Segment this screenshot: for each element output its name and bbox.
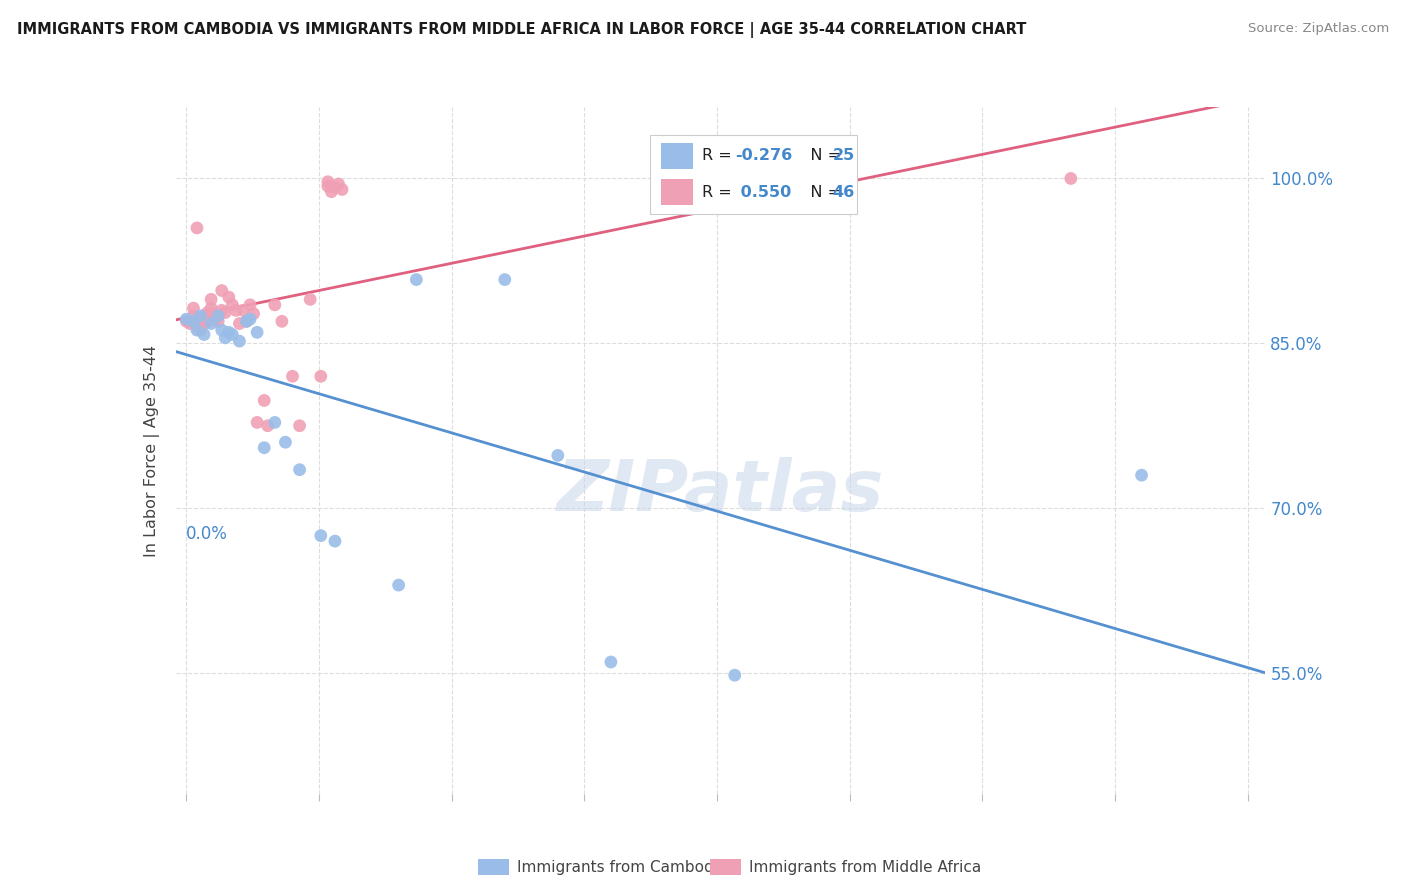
Point: [263, 416, 285, 430]
Point: [218, 326, 240, 340]
Point: [176, 314, 198, 328]
Point: [232, 303, 254, 318]
Point: [299, 293, 322, 307]
Point: [214, 331, 236, 345]
Point: [388, 578, 411, 592]
Point: [405, 272, 427, 286]
Point: [323, 180, 346, 194]
Point: [190, 309, 212, 323]
Text: 46: 46: [832, 185, 855, 200]
Point: [207, 309, 229, 323]
Point: [225, 303, 247, 318]
Point: [323, 534, 346, 549]
Point: [179, 317, 201, 331]
Point: [321, 179, 343, 194]
Point: [186, 319, 208, 334]
Point: [235, 314, 257, 328]
Point: [228, 334, 250, 348]
Point: [256, 418, 278, 433]
Point: [183, 309, 205, 323]
Text: ZIPatlas: ZIPatlas: [557, 458, 884, 526]
Point: [193, 309, 215, 323]
Text: N =: N =: [794, 185, 846, 200]
Point: [270, 314, 292, 328]
Point: [288, 418, 311, 433]
Point: [1130, 468, 1153, 483]
Point: [176, 312, 198, 326]
Point: [186, 221, 208, 235]
Point: [274, 435, 297, 450]
Point: [218, 290, 240, 304]
Point: [197, 314, 219, 328]
Text: N =: N =: [794, 148, 846, 163]
Point: [242, 307, 264, 321]
Text: R =: R =: [702, 148, 737, 163]
Point: [211, 323, 233, 337]
Point: [328, 177, 350, 191]
Text: Source: ZipAtlas.com: Source: ZipAtlas.com: [1249, 22, 1389, 36]
Point: [221, 327, 243, 342]
Point: [200, 293, 222, 307]
Point: [253, 441, 276, 455]
Point: [246, 416, 269, 430]
Text: R =: R =: [702, 185, 737, 200]
Point: [309, 528, 332, 542]
Point: [190, 323, 212, 337]
Point: [316, 179, 339, 194]
Bar: [661, 143, 693, 169]
Point: [1060, 171, 1083, 186]
Point: [724, 668, 747, 682]
Text: 0.0%: 0.0%: [187, 524, 228, 542]
Point: [183, 301, 205, 315]
Y-axis label: In Labor Force | Age 35-44: In Labor Force | Age 35-44: [143, 344, 160, 557]
Point: [193, 317, 215, 331]
Point: [330, 182, 353, 196]
Point: [183, 314, 205, 328]
Point: [211, 284, 233, 298]
Point: [599, 655, 621, 669]
Point: [253, 393, 276, 408]
Point: [316, 175, 339, 189]
Point: [228, 317, 250, 331]
Point: [547, 449, 569, 463]
Point: [190, 314, 212, 328]
Point: [246, 326, 269, 340]
Point: [281, 369, 304, 384]
Point: [200, 301, 222, 315]
Bar: [650, 135, 856, 213]
Text: 0.550: 0.550: [735, 185, 792, 200]
Point: [204, 307, 226, 321]
Point: [309, 369, 332, 384]
Text: IMMIGRANTS FROM CAMBODIA VS IMMIGRANTS FROM MIDDLE AFRICA IN LABOR FORCE | AGE 3: IMMIGRANTS FROM CAMBODIA VS IMMIGRANTS F…: [17, 22, 1026, 38]
Point: [494, 272, 516, 286]
Point: [204, 312, 226, 326]
Text: 25: 25: [832, 148, 855, 163]
Text: -0.276: -0.276: [735, 148, 792, 163]
Point: [200, 317, 222, 331]
Bar: [661, 179, 693, 205]
Point: [321, 185, 343, 199]
Text: Immigrants from Cambodia: Immigrants from Cambodia: [517, 860, 728, 874]
Point: [207, 314, 229, 328]
Point: [193, 327, 215, 342]
Point: [211, 303, 233, 318]
Point: [239, 312, 262, 326]
Point: [214, 305, 236, 319]
Point: [263, 298, 285, 312]
Point: [186, 323, 208, 337]
Point: [239, 298, 262, 312]
Point: [221, 298, 243, 312]
Point: [186, 312, 208, 326]
Point: [288, 463, 311, 477]
Point: [235, 314, 257, 328]
Text: Immigrants from Middle Africa: Immigrants from Middle Africa: [749, 860, 981, 874]
Point: [197, 305, 219, 319]
